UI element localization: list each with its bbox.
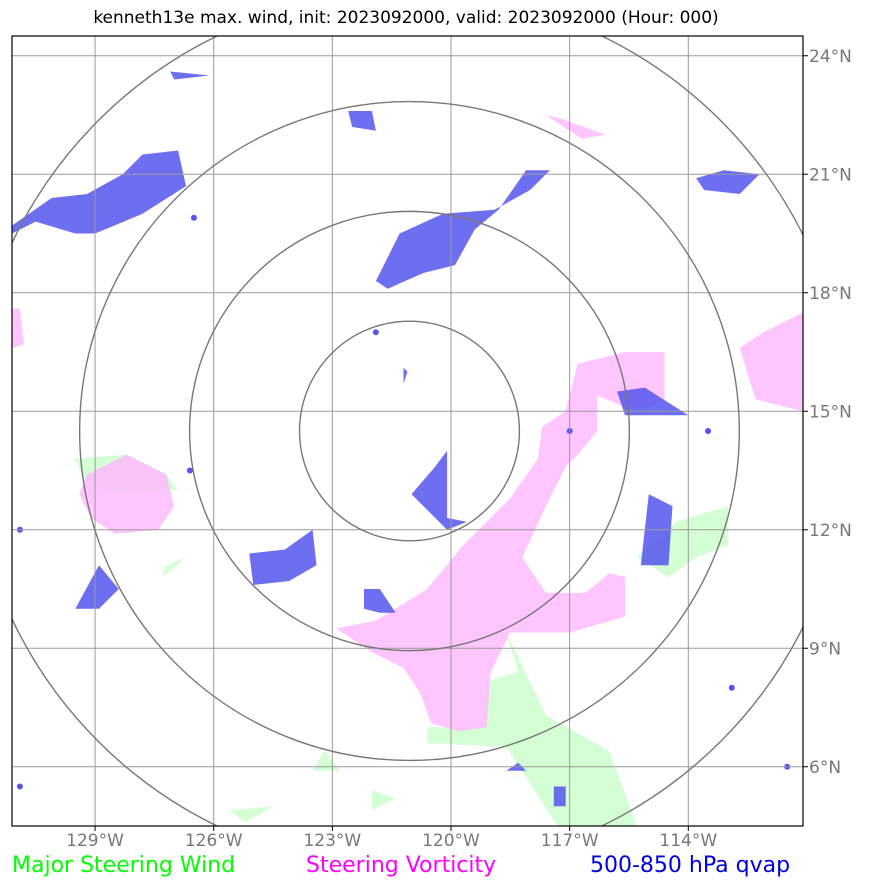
grid-lines <box>12 36 803 826</box>
layer-2-polygon-8 <box>348 111 376 131</box>
layer-1-polygon-4 <box>12 308 24 348</box>
layer-2-polygon-0 <box>12 150 186 234</box>
range-ring-2 <box>78 100 741 762</box>
layer-2-polygon-4 <box>249 529 317 585</box>
layer-2-polygon-10 <box>364 589 396 613</box>
lat-tick-label-0: 6°N <box>809 758 841 778</box>
lon-tick-label-5: 114°W <box>659 831 717 851</box>
layer-0-polygon-4 <box>162 557 186 578</box>
chart-title: kenneth13e max. wind, init: 2023092000, … <box>93 8 719 28</box>
lon-tick-label-2: 123°W <box>303 831 361 851</box>
lat-tick-label-6: 24°N <box>809 47 852 67</box>
layer-0-polygon-1 <box>427 632 637 826</box>
axis-ticks: 129°W 126°W 123°W 120°W 117°W 114°W 6°N 9°N 12°N… <box>66 47 852 851</box>
layer-2-polygon-5 <box>75 565 119 609</box>
qvap-dot-7 <box>16 783 23 790</box>
lat-tick-label-5: 21°N <box>809 165 852 185</box>
qvap-dot-2 <box>705 428 712 434</box>
lat-tick-label-3: 15°N <box>809 402 852 422</box>
qvap-dot-0 <box>190 214 197 221</box>
qvap-dot-5 <box>728 684 735 691</box>
lon-tick-label-1: 126°W <box>185 831 243 851</box>
layer-0-polygon-6 <box>312 751 341 771</box>
qvap-dot-1 <box>372 329 379 336</box>
range-ring-1 <box>188 210 631 652</box>
layer-2-polygon-7 <box>696 170 760 194</box>
range-ring-3 <box>12 36 803 826</box>
qvap-dot-3 <box>186 467 193 474</box>
layer-2-polygon-13 <box>403 367 408 384</box>
lat-tick-label-2: 12°N <box>809 521 852 541</box>
lon-tick-label-0: 129°W <box>66 831 124 851</box>
layer-2-polygon-3 <box>617 387 689 416</box>
layer-1-polygon-2 <box>739 312 803 412</box>
layer-0-polygon-3 <box>229 806 273 823</box>
data-layers <box>12 71 803 826</box>
layer-2-polygon-11 <box>553 786 566 807</box>
layer-1-polygon-0 <box>336 352 665 732</box>
layer-2-polygon-9 <box>170 71 210 80</box>
layer-0-polygon-5 <box>371 790 396 811</box>
plot-frame <box>11 35 804 827</box>
lon-tick-label-3: 120°W <box>422 831 480 851</box>
lon-tick-label-4: 117°W <box>541 831 599 851</box>
legend-qvap: 500-850 hPa qvap <box>590 853 791 878</box>
layer-2-polygon-1 <box>375 170 550 289</box>
layer-1-polygon-1 <box>79 454 175 534</box>
range-rings <box>12 36 803 826</box>
layer-2-polygon-2 <box>411 450 467 530</box>
legend-major-steering-wind: Major Steering Wind <box>12 853 236 878</box>
lat-tick-label-1: 9°N <box>809 639 841 659</box>
legend-steering-vorticity: Steering Vorticity <box>306 853 497 878</box>
range-ring-0 <box>298 320 521 542</box>
layer-1-polygon-3 <box>545 115 606 139</box>
lat-tick-label-4: 18°N <box>809 284 852 304</box>
